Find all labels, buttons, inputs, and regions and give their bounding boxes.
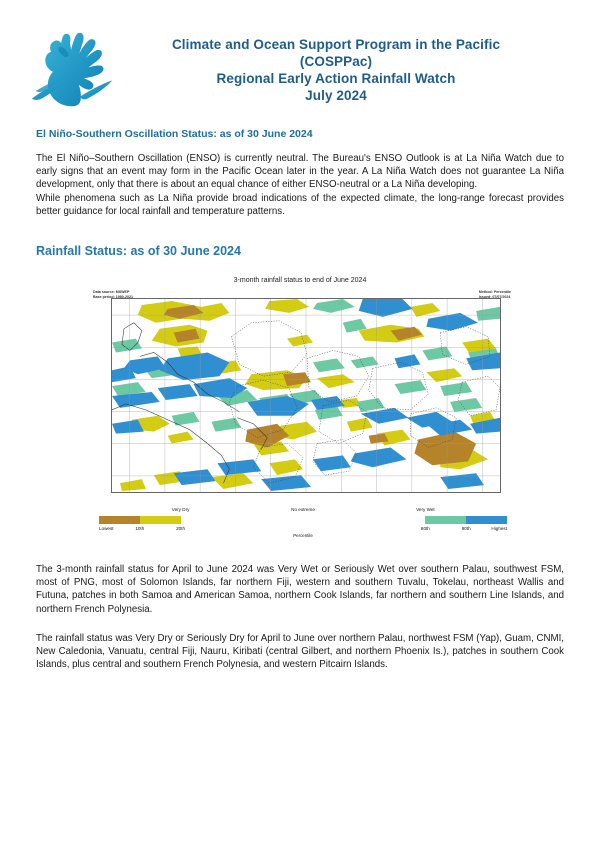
colorbar-tick-10th: 10th <box>135 526 145 532</box>
cosppac-coral-logo <box>26 24 122 112</box>
rainfall-paragraph-2: The rainfall status was Very Dry or Seri… <box>36 632 564 671</box>
title-line-4: July 2024 <box>305 88 367 103</box>
page-header: Climate and Ocean Support Program in the… <box>0 0 600 110</box>
colorbar-segment-very-wet <box>425 516 467 525</box>
rainfall-status-map-figure: 3-month rainfall status to end of June 2… <box>85 276 515 541</box>
colorbar-segment-very-dry <box>139 516 181 525</box>
colorbar-tick-20th: 20th <box>176 526 186 532</box>
colorbar-tick-80th: 80th <box>420 526 430 532</box>
colorbar-tick-lowest: Lowest <box>99 526 114 532</box>
colorbar-segment-seriously-dry <box>99 516 140 525</box>
colorbar-tick-90th: 90th <box>461 526 471 532</box>
rainfall-paragraph-1: The 3-month rainfall status for April to… <box>36 564 564 615</box>
rainfall-status-heading: Rainfall Status: as of 30 June 2024 <box>36 244 241 259</box>
percentile-colorbar: Very Dry No extreme Very Wet Seriously D… <box>99 507 507 539</box>
enso-paragraph-2: While phenomena such as La Niña provide … <box>36 192 564 217</box>
figure-title: 3-month rainfall status to end of June 2… <box>233 277 367 285</box>
enso-status-heading: El Niño-Southern Oscillation Status: as … <box>36 128 313 140</box>
map-raster <box>112 299 500 493</box>
colorbar-label-very-wet: Very Wet <box>416 507 435 513</box>
colorbar-segment-no-extreme <box>180 516 426 525</box>
colorbar-label-seriously-dry: Seriously Dry <box>106 509 133 515</box>
page-title: Climate and Ocean Support Program in the… <box>122 24 570 104</box>
colorbar-tick-highest: Highest <box>491 526 507 532</box>
title-line-3: Regional Early Action Rainfall Watch <box>216 71 456 86</box>
colorbar-label-seriously-wet: Seriously Wet <box>473 509 500 515</box>
colorbar-label-no-extreme: No extreme <box>291 507 315 513</box>
enso-paragraph-1: The El Niño–Southern Oscillation (ENSO) … <box>36 153 564 191</box>
colorbar-axis-title: Percentile <box>293 533 313 539</box>
title-line-2: (COSPPac) <box>299 54 373 69</box>
title-line-1: Climate and Ocean Support Program in the… <box>171 37 501 52</box>
figure-meta-source: Data source: MSWEP Base period: 1980-202… <box>93 290 133 299</box>
colorbar-label-very-dry: Very Dry <box>171 507 190 513</box>
colorbar-track <box>99 516 507 525</box>
map-plot-area: 20°N 10°N 0° 10°S 20°S 30°S 130°E 140°E … <box>111 298 501 494</box>
colorbar-segment-seriously-wet <box>466 516 507 525</box>
figure-meta-method: Method: Percentile Issued: 07/07/2024 <box>478 290 511 299</box>
